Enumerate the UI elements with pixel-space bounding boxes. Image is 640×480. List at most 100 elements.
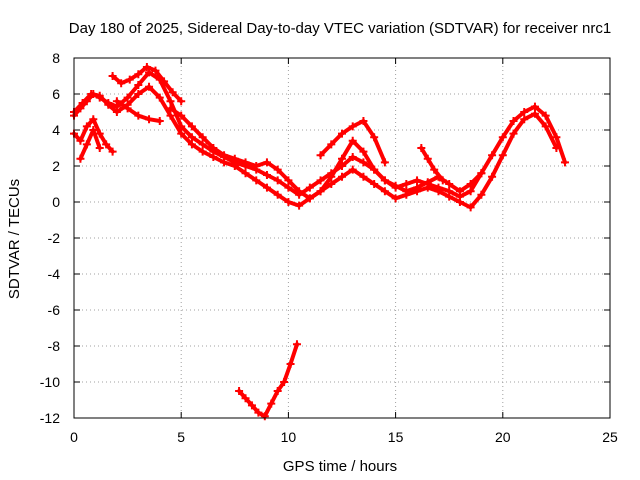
data-point bbox=[273, 190, 282, 199]
data-point bbox=[230, 154, 239, 163]
data-point bbox=[305, 183, 314, 192]
y-tick-label: 4 bbox=[52, 122, 60, 138]
data-point bbox=[187, 140, 196, 149]
data-point bbox=[104, 100, 113, 109]
data-point bbox=[117, 79, 126, 88]
data-point bbox=[198, 147, 207, 156]
data-point bbox=[316, 176, 325, 185]
data-point bbox=[509, 129, 518, 138]
data-point bbox=[273, 176, 282, 185]
y-tick-label: 2 bbox=[52, 158, 60, 174]
data-point bbox=[541, 122, 550, 131]
x-axis-label: GPS time / hours bbox=[283, 458, 397, 475]
data-point bbox=[260, 412, 269, 421]
data-point bbox=[125, 75, 134, 84]
data-point bbox=[155, 93, 164, 102]
data-point bbox=[168, 88, 177, 97]
data-point bbox=[273, 387, 282, 395]
series-track-9 bbox=[417, 144, 447, 185]
data-point bbox=[241, 394, 250, 403]
data-point bbox=[76, 154, 85, 163]
data-point bbox=[82, 140, 91, 149]
data-point bbox=[466, 203, 475, 212]
data-point bbox=[359, 172, 368, 181]
data-point bbox=[142, 63, 151, 71]
data-point bbox=[166, 104, 175, 113]
data-series bbox=[70, 63, 569, 421]
data-point bbox=[498, 151, 507, 160]
grid bbox=[74, 58, 610, 418]
data-point bbox=[417, 144, 426, 152]
data-point bbox=[305, 194, 314, 203]
y-tick-label: -10 bbox=[40, 374, 60, 390]
x-tick-label: 15 bbox=[388, 429, 404, 445]
data-point bbox=[295, 201, 304, 210]
data-point bbox=[488, 172, 497, 181]
data-point bbox=[76, 136, 85, 145]
data-point bbox=[102, 140, 111, 149]
data-point bbox=[262, 183, 271, 192]
data-point bbox=[370, 133, 379, 142]
data-point bbox=[402, 180, 411, 188]
y-tick-label: 6 bbox=[52, 86, 60, 102]
data-point bbox=[455, 187, 464, 196]
data-point bbox=[284, 198, 293, 206]
data-point bbox=[160, 77, 169, 86]
series-line bbox=[237, 342, 299, 419]
series-line bbox=[78, 128, 102, 161]
data-point bbox=[488, 151, 497, 160]
data-point bbox=[95, 144, 104, 152]
y-tick-label: 8 bbox=[52, 50, 60, 66]
data-point bbox=[286, 360, 295, 368]
x-tick-label: 5 bbox=[177, 429, 185, 445]
data-point bbox=[82, 122, 91, 131]
data-point bbox=[284, 176, 293, 185]
data-point bbox=[359, 158, 368, 167]
y-tick-label: -2 bbox=[48, 230, 61, 246]
data-point bbox=[134, 111, 143, 120]
data-point bbox=[284, 183, 293, 192]
data-point bbox=[477, 190, 486, 199]
data-point bbox=[145, 115, 154, 124]
data-point bbox=[348, 165, 357, 174]
data-point bbox=[530, 109, 539, 118]
data-point bbox=[241, 169, 250, 178]
series-track-3 bbox=[70, 115, 117, 156]
data-point bbox=[220, 151, 229, 160]
data-point bbox=[166, 97, 175, 106]
data-point bbox=[359, 147, 368, 156]
y-tick-label: -6 bbox=[48, 302, 61, 318]
series-line bbox=[419, 146, 445, 183]
series-line bbox=[72, 84, 559, 210]
data-point bbox=[423, 154, 432, 163]
data-point bbox=[209, 144, 218, 152]
data-point bbox=[359, 117, 368, 125]
data-point bbox=[541, 111, 550, 120]
x-tick-label: 25 bbox=[602, 429, 618, 445]
data-point bbox=[89, 126, 98, 134]
data-point bbox=[151, 66, 160, 75]
data-point bbox=[89, 115, 98, 124]
data-point bbox=[241, 158, 250, 167]
data-point bbox=[134, 81, 143, 89]
data-point bbox=[254, 408, 263, 417]
data-point bbox=[108, 72, 117, 80]
data-point bbox=[134, 90, 143, 98]
data-point bbox=[327, 140, 336, 149]
data-point bbox=[316, 187, 325, 196]
y-tick-label: -8 bbox=[48, 338, 61, 354]
data-point bbox=[87, 90, 96, 98]
data-point bbox=[552, 133, 561, 142]
data-point bbox=[123, 104, 132, 113]
data-point bbox=[198, 133, 207, 142]
data-point bbox=[423, 178, 432, 187]
data-point bbox=[155, 117, 164, 125]
data-point bbox=[295, 187, 304, 196]
data-point bbox=[108, 147, 117, 156]
series-track-8 bbox=[316, 117, 389, 167]
data-point bbox=[413, 183, 422, 192]
data-point bbox=[338, 129, 346, 138]
data-point bbox=[145, 82, 154, 91]
data-point bbox=[198, 140, 207, 149]
